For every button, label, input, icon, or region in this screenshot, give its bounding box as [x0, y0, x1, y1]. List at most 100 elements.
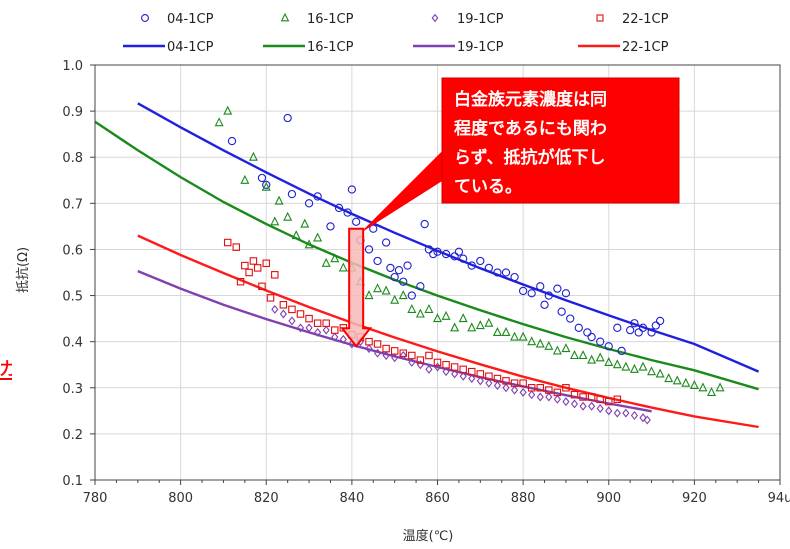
point-16-1CP	[274, 195, 284, 205]
point-16-1CP	[492, 327, 502, 336]
point-16-1CP	[398, 290, 408, 300]
point-19-1CP	[493, 380, 502, 390]
point-04-1CP	[416, 282, 425, 291]
point-04-1CP	[420, 219, 429, 229]
legend-line-label-16-1CP: 16-1CP	[307, 40, 354, 55]
point-22-1CP	[322, 319, 330, 327]
point-19-1CP	[562, 397, 570, 407]
point-04-1CP	[613, 323, 622, 332]
x-axis-title: 温度(℃)	[403, 528, 454, 544]
point-19-1CP	[365, 344, 373, 354]
point-04-1CP	[544, 291, 553, 300]
point-04-1CP	[283, 113, 292, 123]
point-16-1CP	[612, 359, 622, 369]
point-19-1CP	[391, 353, 399, 363]
point-22-1CP	[587, 393, 596, 401]
point-16-1CP	[527, 336, 537, 346]
point-16-1CP	[381, 285, 391, 295]
point-19-1CP	[528, 390, 536, 400]
x-tick-label: 780	[83, 491, 108, 506]
point-04-1CP	[561, 289, 571, 298]
point-16-1CP	[510, 331, 520, 341]
point-22-1CP	[279, 301, 288, 309]
point-22-1CP	[467, 367, 476, 376]
point-19-1CP	[510, 385, 519, 395]
point-16-1CP	[214, 117, 224, 127]
point-04-1CP	[381, 238, 391, 247]
point-04-1CP	[424, 245, 434, 254]
point-04-1CP	[557, 307, 566, 316]
point-22-1CP	[596, 395, 604, 404]
point-16-1CP	[467, 322, 477, 332]
point-04-1CP	[257, 173, 267, 183]
point-22-1CP	[271, 271, 279, 279]
point-16-1CP	[518, 331, 528, 341]
point-16-1CP	[291, 230, 301, 240]
point-19-1CP	[271, 304, 279, 314]
point-04-1CP	[638, 323, 648, 332]
point-16-1CP	[484, 317, 494, 327]
point-16-1CP	[629, 363, 639, 373]
series-line-19-1CP	[137, 269, 652, 413]
point-04-1CP	[390, 272, 399, 282]
point-04-1CP	[450, 252, 459, 261]
point-19-1CP	[476, 376, 484, 386]
point-04-1CP	[334, 203, 344, 213]
point-16-1CP	[689, 380, 699, 390]
y-axis-title: 抵抗(Ω)	[16, 247, 31, 293]
point-22-1CP	[519, 379, 527, 387]
point-04-1CP	[540, 300, 549, 309]
point-19-1CP	[502, 383, 510, 393]
point-19-1CP	[288, 316, 296, 326]
point-16-1CP	[270, 216, 280, 226]
point-19-1CP	[570, 399, 579, 409]
point-19-1CP	[545, 392, 553, 402]
point-19-1CP	[408, 357, 416, 367]
point-22-1CP	[416, 356, 425, 364]
legend-label-04-1CP: 04-1CP	[167, 12, 214, 27]
point-22-1CP	[553, 388, 562, 397]
point-16-1CP	[621, 361, 631, 371]
point-19-1CP	[519, 387, 527, 397]
point-22-1CP	[433, 358, 442, 367]
point-04-1CP	[510, 272, 519, 282]
x-tick-label: 840	[339, 491, 364, 506]
point-22-1CP	[296, 310, 305, 318]
point-22-1CP	[493, 374, 502, 383]
point-04-1CP	[287, 189, 297, 199]
callout-line: らず、抵抗が低下し	[454, 147, 605, 168]
point-22-1CP	[373, 340, 382, 348]
callout-pointer	[362, 146, 447, 232]
point-16-1CP	[424, 303, 434, 313]
point-04-1CP	[433, 247, 442, 256]
point-22-1CP	[485, 372, 493, 380]
point-19-1CP	[322, 325, 330, 335]
callout-line: 程度であるにも関わ	[454, 118, 607, 139]
point-19-1CP	[468, 374, 476, 384]
point-19-1CP	[442, 367, 450, 377]
point-04-1CP	[566, 314, 575, 323]
point-22-1CP	[241, 261, 249, 270]
point-04-1CP	[313, 192, 322, 201]
point-04-1CP	[647, 328, 656, 337]
y-tick-label: 0.5	[62, 290, 83, 305]
point-04-1CP	[467, 261, 476, 270]
legend-label-19-1CP: 19-1CP	[457, 12, 504, 27]
point-22-1CP	[266, 294, 275, 302]
point-22-1CP	[223, 238, 232, 247]
point-16-1CP	[698, 382, 708, 392]
point-04-1CP	[493, 268, 502, 277]
callout-line: 白金族元素濃度は同	[454, 89, 607, 110]
point-16-1CP	[450, 322, 460, 332]
point-19-1CP	[622, 408, 630, 418]
point-16-1CP	[330, 253, 340, 263]
point-19-1CP	[459, 371, 467, 381]
point-04-1CP	[227, 136, 237, 146]
point-16-1CP	[415, 308, 425, 318]
point-16-1CP	[458, 313, 468, 323]
x-tick-label: 860	[425, 491, 450, 506]
point-16-1CP	[570, 350, 579, 360]
point-04-1CP	[352, 217, 361, 226]
point-04-1CP	[583, 328, 592, 337]
point-16-1CP	[283, 211, 293, 221]
